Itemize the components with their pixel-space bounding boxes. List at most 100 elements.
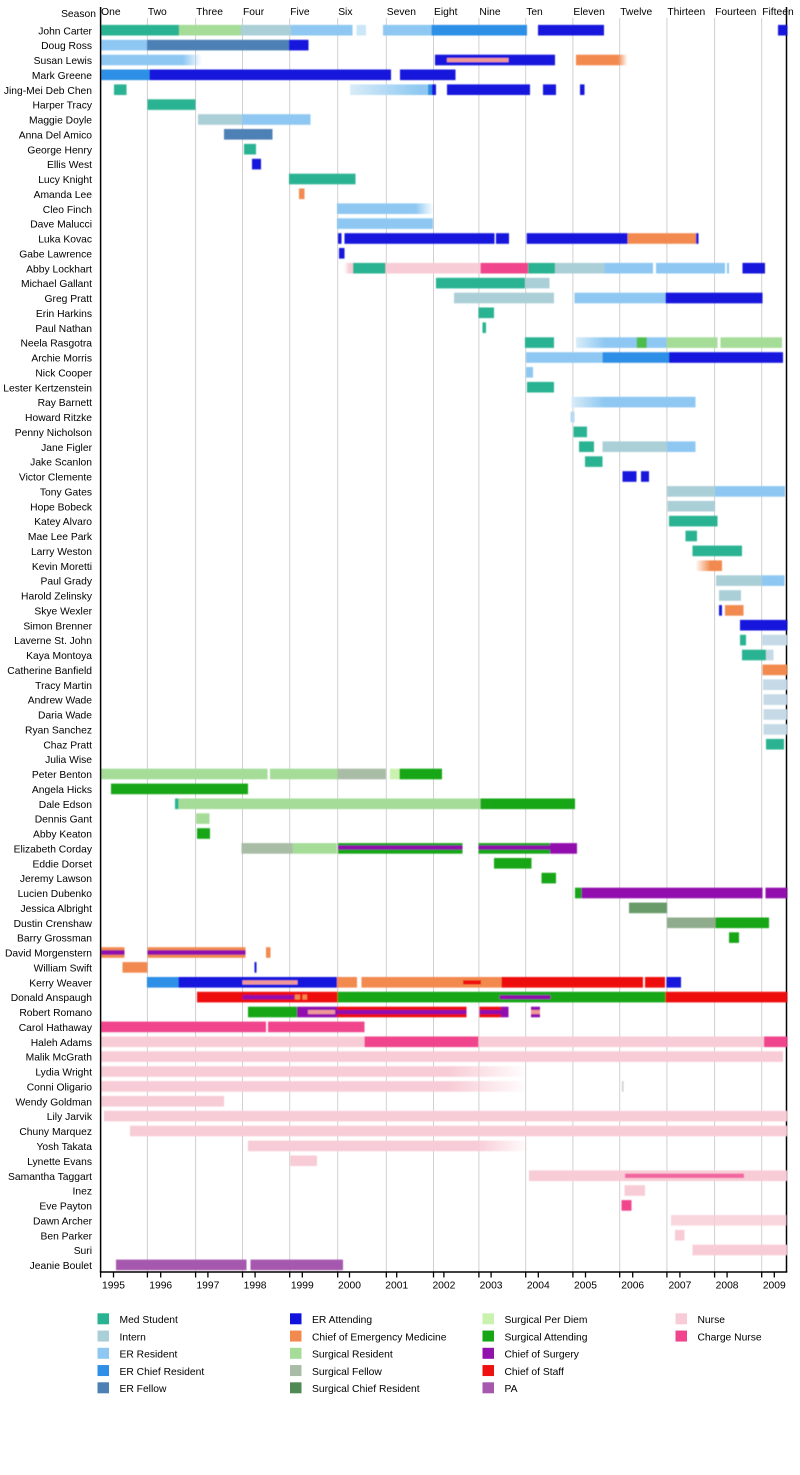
svg-text:Laverne St. John: Laverne St. John bbox=[14, 636, 92, 647]
svg-text:Chaz Pratt: Chaz Pratt bbox=[43, 740, 92, 751]
svg-text:Malik McGrath: Malik McGrath bbox=[26, 1053, 93, 1064]
svg-text:Dustin Crenshaw: Dustin Crenshaw bbox=[14, 919, 93, 930]
svg-text:William Swift: William Swift bbox=[34, 964, 92, 975]
svg-text:Surgical Resident: Surgical Resident bbox=[312, 1350, 393, 1361]
svg-text:Hope Bobeck: Hope Bobeck bbox=[30, 502, 93, 513]
svg-text:Andrew Wade: Andrew Wade bbox=[28, 696, 93, 707]
svg-text:Med Student: Med Student bbox=[120, 1315, 179, 1326]
svg-text:Six: Six bbox=[338, 7, 353, 18]
svg-text:2004: 2004 bbox=[527, 1281, 550, 1292]
svg-text:Elizabeth Corday: Elizabeth Corday bbox=[14, 845, 93, 856]
svg-text:Fourteen: Fourteen bbox=[715, 7, 756, 18]
svg-text:Cleo Finch: Cleo Finch bbox=[43, 205, 92, 216]
svg-text:ER Fellow: ER Fellow bbox=[120, 1384, 167, 1395]
svg-text:Angela Hicks: Angela Hicks bbox=[32, 785, 92, 796]
svg-text:Harper Tracy: Harper Tracy bbox=[32, 101, 92, 112]
svg-text:Tony Gates: Tony Gates bbox=[40, 488, 92, 499]
svg-text:2007: 2007 bbox=[668, 1281, 691, 1292]
svg-text:Lucy Knight: Lucy Knight bbox=[38, 175, 92, 186]
svg-text:1995: 1995 bbox=[102, 1281, 125, 1292]
svg-text:1999: 1999 bbox=[291, 1281, 314, 1292]
svg-text:2001: 2001 bbox=[385, 1281, 408, 1292]
svg-text:Chuny Marquez: Chuny Marquez bbox=[19, 1127, 92, 1138]
svg-text:ER Resident: ER Resident bbox=[120, 1350, 178, 1361]
svg-text:Michael Gallant: Michael Gallant bbox=[21, 279, 92, 290]
svg-text:Jeanie Boulet: Jeanie Boulet bbox=[30, 1261, 93, 1272]
svg-text:Peter Benton: Peter Benton bbox=[32, 770, 92, 781]
svg-text:Dennis Gant: Dennis Gant bbox=[35, 815, 92, 826]
svg-text:Robert Romano: Robert Romano bbox=[19, 1008, 92, 1019]
svg-text:2008: 2008 bbox=[716, 1281, 739, 1292]
svg-text:Four: Four bbox=[243, 7, 265, 18]
svg-text:2003: 2003 bbox=[480, 1281, 503, 1292]
svg-text:Lily Jarvik: Lily Jarvik bbox=[47, 1112, 93, 1123]
svg-text:Thirteen: Thirteen bbox=[667, 7, 705, 18]
svg-text:Season: Season bbox=[61, 9, 96, 20]
svg-text:Samantha Taggart: Samantha Taggart bbox=[8, 1172, 92, 1183]
svg-text:2005: 2005 bbox=[574, 1281, 597, 1292]
svg-text:2009: 2009 bbox=[763, 1281, 786, 1292]
svg-text:Ben Parker: Ben Parker bbox=[40, 1231, 92, 1242]
svg-text:Penny Nicholson: Penny Nicholson bbox=[15, 428, 93, 439]
svg-text:2006: 2006 bbox=[621, 1281, 644, 1292]
svg-text:Dave Malucci: Dave Malucci bbox=[30, 220, 92, 231]
svg-text:Ellis West: Ellis West bbox=[47, 160, 92, 171]
svg-text:Nurse: Nurse bbox=[698, 1315, 726, 1326]
svg-text:ER Chief Resident: ER Chief Resident bbox=[120, 1367, 205, 1378]
svg-text:Inez: Inez bbox=[73, 1187, 92, 1198]
svg-text:Katey Alvaro: Katey Alvaro bbox=[34, 517, 92, 528]
svg-text:Catherine Banfield: Catherine Banfield bbox=[7, 666, 92, 677]
svg-text:Three: Three bbox=[196, 7, 223, 18]
svg-text:Wendy Goldman: Wendy Goldman bbox=[15, 1097, 92, 1108]
svg-text:Greg Pratt: Greg Pratt bbox=[45, 294, 93, 305]
svg-text:Daria Wade: Daria Wade bbox=[38, 711, 92, 722]
svg-text:Victor Clemente: Victor Clemente bbox=[19, 473, 92, 484]
svg-text:Lester Kertzenstein: Lester Kertzenstein bbox=[3, 383, 92, 394]
svg-text:Chief of Staff: Chief of Staff bbox=[505, 1367, 564, 1378]
svg-text:Jing-Mei Deb Chen: Jing-Mei Deb Chen bbox=[4, 86, 92, 97]
svg-text:Chief of Surgery: Chief of Surgery bbox=[505, 1350, 580, 1361]
svg-text:George Henry: George Henry bbox=[27, 145, 93, 156]
svg-text:Simon Brenner: Simon Brenner bbox=[23, 621, 92, 632]
svg-text:Chief of Emergency Medicine: Chief of Emergency Medicine bbox=[312, 1332, 447, 1343]
svg-text:Jane Figler: Jane Figler bbox=[41, 443, 93, 454]
svg-text:Eleven: Eleven bbox=[573, 7, 605, 18]
svg-text:Paul Nathan: Paul Nathan bbox=[35, 324, 92, 335]
svg-text:Intern: Intern bbox=[120, 1332, 147, 1343]
svg-text:ER Attending: ER Attending bbox=[312, 1315, 372, 1326]
svg-text:Carol Hathaway: Carol Hathaway bbox=[19, 1023, 93, 1034]
svg-text:Five: Five bbox=[290, 7, 310, 18]
svg-text:Skye Wexler: Skye Wexler bbox=[34, 607, 92, 618]
svg-text:Ryan Sanchez: Ryan Sanchez bbox=[25, 726, 92, 737]
svg-text:Eddie Dorset: Eddie Dorset bbox=[32, 859, 92, 870]
svg-text:Lynette Evans: Lynette Evans bbox=[27, 1157, 92, 1168]
svg-text:Harold Zelinsky: Harold Zelinsky bbox=[21, 592, 93, 603]
svg-text:Anna Del Amico: Anna Del Amico bbox=[19, 130, 93, 141]
svg-text:Dale Edson: Dale Edson bbox=[39, 800, 93, 811]
svg-text:2000: 2000 bbox=[338, 1281, 361, 1292]
svg-text:Suri: Suri bbox=[74, 1246, 92, 1257]
svg-text:Abby Lockhart: Abby Lockhart bbox=[26, 264, 92, 275]
svg-text:1998: 1998 bbox=[244, 1281, 267, 1292]
svg-text:Maggie Doyle: Maggie Doyle bbox=[29, 116, 92, 127]
svg-text:Mark Greene: Mark Greene bbox=[32, 71, 92, 82]
svg-text:Fifteen: Fifteen bbox=[762, 7, 794, 18]
svg-text:Jessica Albright: Jessica Albright bbox=[20, 904, 92, 915]
svg-text:Kaya Montoya: Kaya Montoya bbox=[26, 651, 92, 662]
svg-text:Donald Anspaugh: Donald Anspaugh bbox=[11, 993, 93, 1004]
svg-text:PA: PA bbox=[505, 1384, 518, 1395]
svg-text:1996: 1996 bbox=[149, 1281, 172, 1292]
svg-text:Barry Grossman: Barry Grossman bbox=[17, 934, 92, 945]
svg-text:One: One bbox=[101, 7, 121, 18]
svg-text:1997: 1997 bbox=[196, 1281, 219, 1292]
svg-text:Kevin Moretti: Kevin Moretti bbox=[32, 562, 92, 573]
svg-text:Surgical Per Diem: Surgical Per Diem bbox=[505, 1315, 588, 1326]
svg-text:Luka Kovac: Luka Kovac bbox=[38, 235, 92, 246]
svg-text:Mae Lee Park: Mae Lee Park bbox=[28, 532, 93, 543]
svg-text:Neela Rasgotra: Neela Rasgotra bbox=[20, 339, 92, 350]
svg-text:Ten: Ten bbox=[526, 7, 543, 18]
svg-text:Surgical Chief Resident: Surgical Chief Resident bbox=[312, 1384, 420, 1395]
svg-text:Jeremy Lawson: Jeremy Lawson bbox=[20, 874, 92, 885]
svg-text:Haleh Adams: Haleh Adams bbox=[31, 1038, 92, 1049]
svg-text:Surgical Fellow: Surgical Fellow bbox=[312, 1367, 382, 1378]
